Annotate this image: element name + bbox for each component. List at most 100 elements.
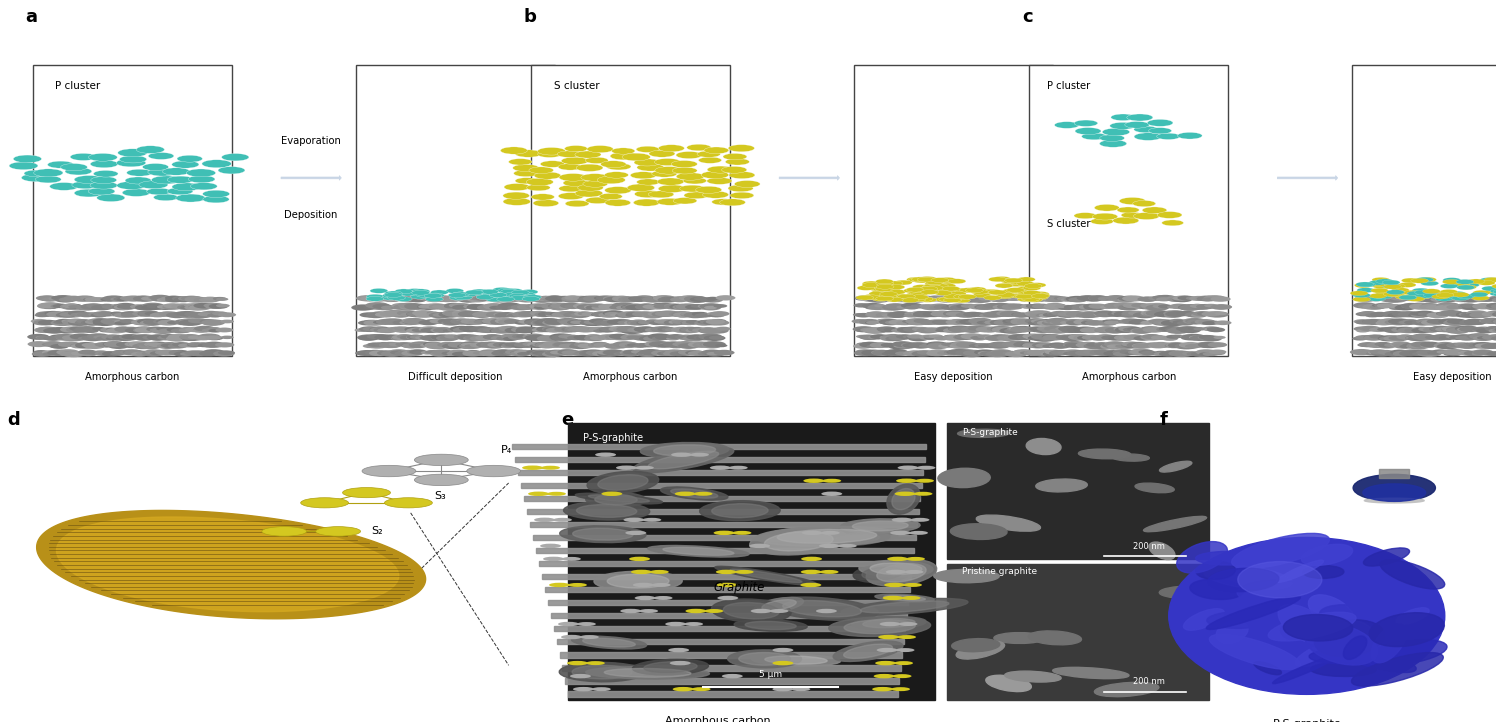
Circle shape [920, 290, 938, 295]
Circle shape [37, 303, 60, 308]
Circle shape [1126, 297, 1141, 301]
Circle shape [624, 321, 642, 326]
Circle shape [1376, 343, 1397, 349]
Circle shape [410, 342, 431, 347]
Circle shape [1149, 342, 1173, 348]
Circle shape [96, 336, 108, 339]
Circle shape [458, 334, 479, 340]
Circle shape [679, 328, 699, 334]
Circle shape [1363, 320, 1375, 323]
Circle shape [188, 312, 212, 318]
Circle shape [501, 344, 515, 348]
Circle shape [1462, 296, 1478, 300]
Circle shape [684, 622, 703, 626]
Circle shape [111, 352, 124, 356]
Circle shape [922, 352, 935, 356]
Circle shape [1080, 350, 1094, 355]
Circle shape [1406, 297, 1424, 301]
Circle shape [874, 295, 895, 301]
Circle shape [425, 343, 449, 349]
Circle shape [890, 295, 914, 301]
Circle shape [99, 329, 112, 332]
Circle shape [577, 184, 603, 191]
Circle shape [1378, 350, 1394, 355]
Circle shape [1400, 303, 1421, 308]
Circle shape [530, 305, 551, 310]
Circle shape [899, 329, 917, 334]
Circle shape [649, 321, 664, 325]
Circle shape [153, 319, 174, 324]
Circle shape [168, 321, 180, 324]
Circle shape [1128, 303, 1149, 308]
Circle shape [52, 304, 67, 308]
Circle shape [604, 312, 621, 316]
Circle shape [40, 312, 54, 316]
Circle shape [1122, 328, 1138, 331]
Circle shape [931, 284, 948, 289]
Circle shape [625, 305, 646, 310]
Circle shape [1076, 128, 1101, 134]
Bar [562, 666, 901, 671]
Circle shape [151, 328, 172, 334]
Circle shape [551, 336, 567, 341]
Circle shape [106, 336, 121, 341]
Circle shape [1091, 336, 1109, 341]
Circle shape [1035, 305, 1049, 308]
Circle shape [1423, 313, 1435, 317]
Circle shape [1085, 321, 1106, 326]
Circle shape [1459, 350, 1472, 354]
Circle shape [711, 313, 726, 317]
Circle shape [592, 351, 613, 357]
Circle shape [151, 176, 181, 184]
Circle shape [178, 344, 193, 347]
Circle shape [147, 342, 160, 347]
Circle shape [75, 342, 97, 348]
Ellipse shape [761, 600, 796, 610]
Circle shape [1007, 295, 1023, 300]
Circle shape [1493, 290, 1496, 294]
Circle shape [934, 295, 954, 301]
Circle shape [527, 335, 545, 339]
Circle shape [384, 291, 402, 296]
Circle shape [34, 327, 57, 333]
Circle shape [501, 334, 522, 339]
Circle shape [1474, 297, 1492, 302]
Circle shape [90, 160, 118, 168]
Bar [554, 626, 905, 632]
Circle shape [1131, 343, 1153, 349]
Circle shape [467, 304, 488, 310]
Circle shape [1426, 312, 1450, 318]
Circle shape [573, 313, 588, 317]
Circle shape [1061, 328, 1080, 333]
Circle shape [627, 336, 640, 339]
Circle shape [132, 311, 150, 316]
Circle shape [1046, 313, 1061, 316]
Circle shape [1477, 297, 1495, 302]
Circle shape [944, 297, 962, 303]
Circle shape [111, 297, 126, 301]
Ellipse shape [1237, 562, 1322, 598]
Circle shape [862, 328, 883, 333]
Circle shape [1032, 304, 1052, 309]
Circle shape [1005, 278, 1023, 283]
Circle shape [540, 335, 552, 339]
Circle shape [416, 292, 434, 297]
Circle shape [534, 172, 561, 179]
Circle shape [702, 297, 723, 303]
Circle shape [664, 328, 678, 331]
Circle shape [567, 336, 585, 340]
Circle shape [55, 313, 76, 318]
Circle shape [194, 342, 212, 347]
Circle shape [913, 278, 931, 283]
Circle shape [468, 326, 492, 332]
Circle shape [1164, 310, 1186, 316]
Circle shape [630, 172, 657, 179]
Circle shape [464, 344, 477, 348]
Circle shape [91, 313, 106, 318]
Circle shape [395, 289, 413, 294]
Circle shape [1492, 336, 1496, 341]
Ellipse shape [986, 675, 1031, 692]
Circle shape [1025, 351, 1043, 356]
Circle shape [1405, 335, 1426, 341]
Circle shape [396, 329, 408, 332]
